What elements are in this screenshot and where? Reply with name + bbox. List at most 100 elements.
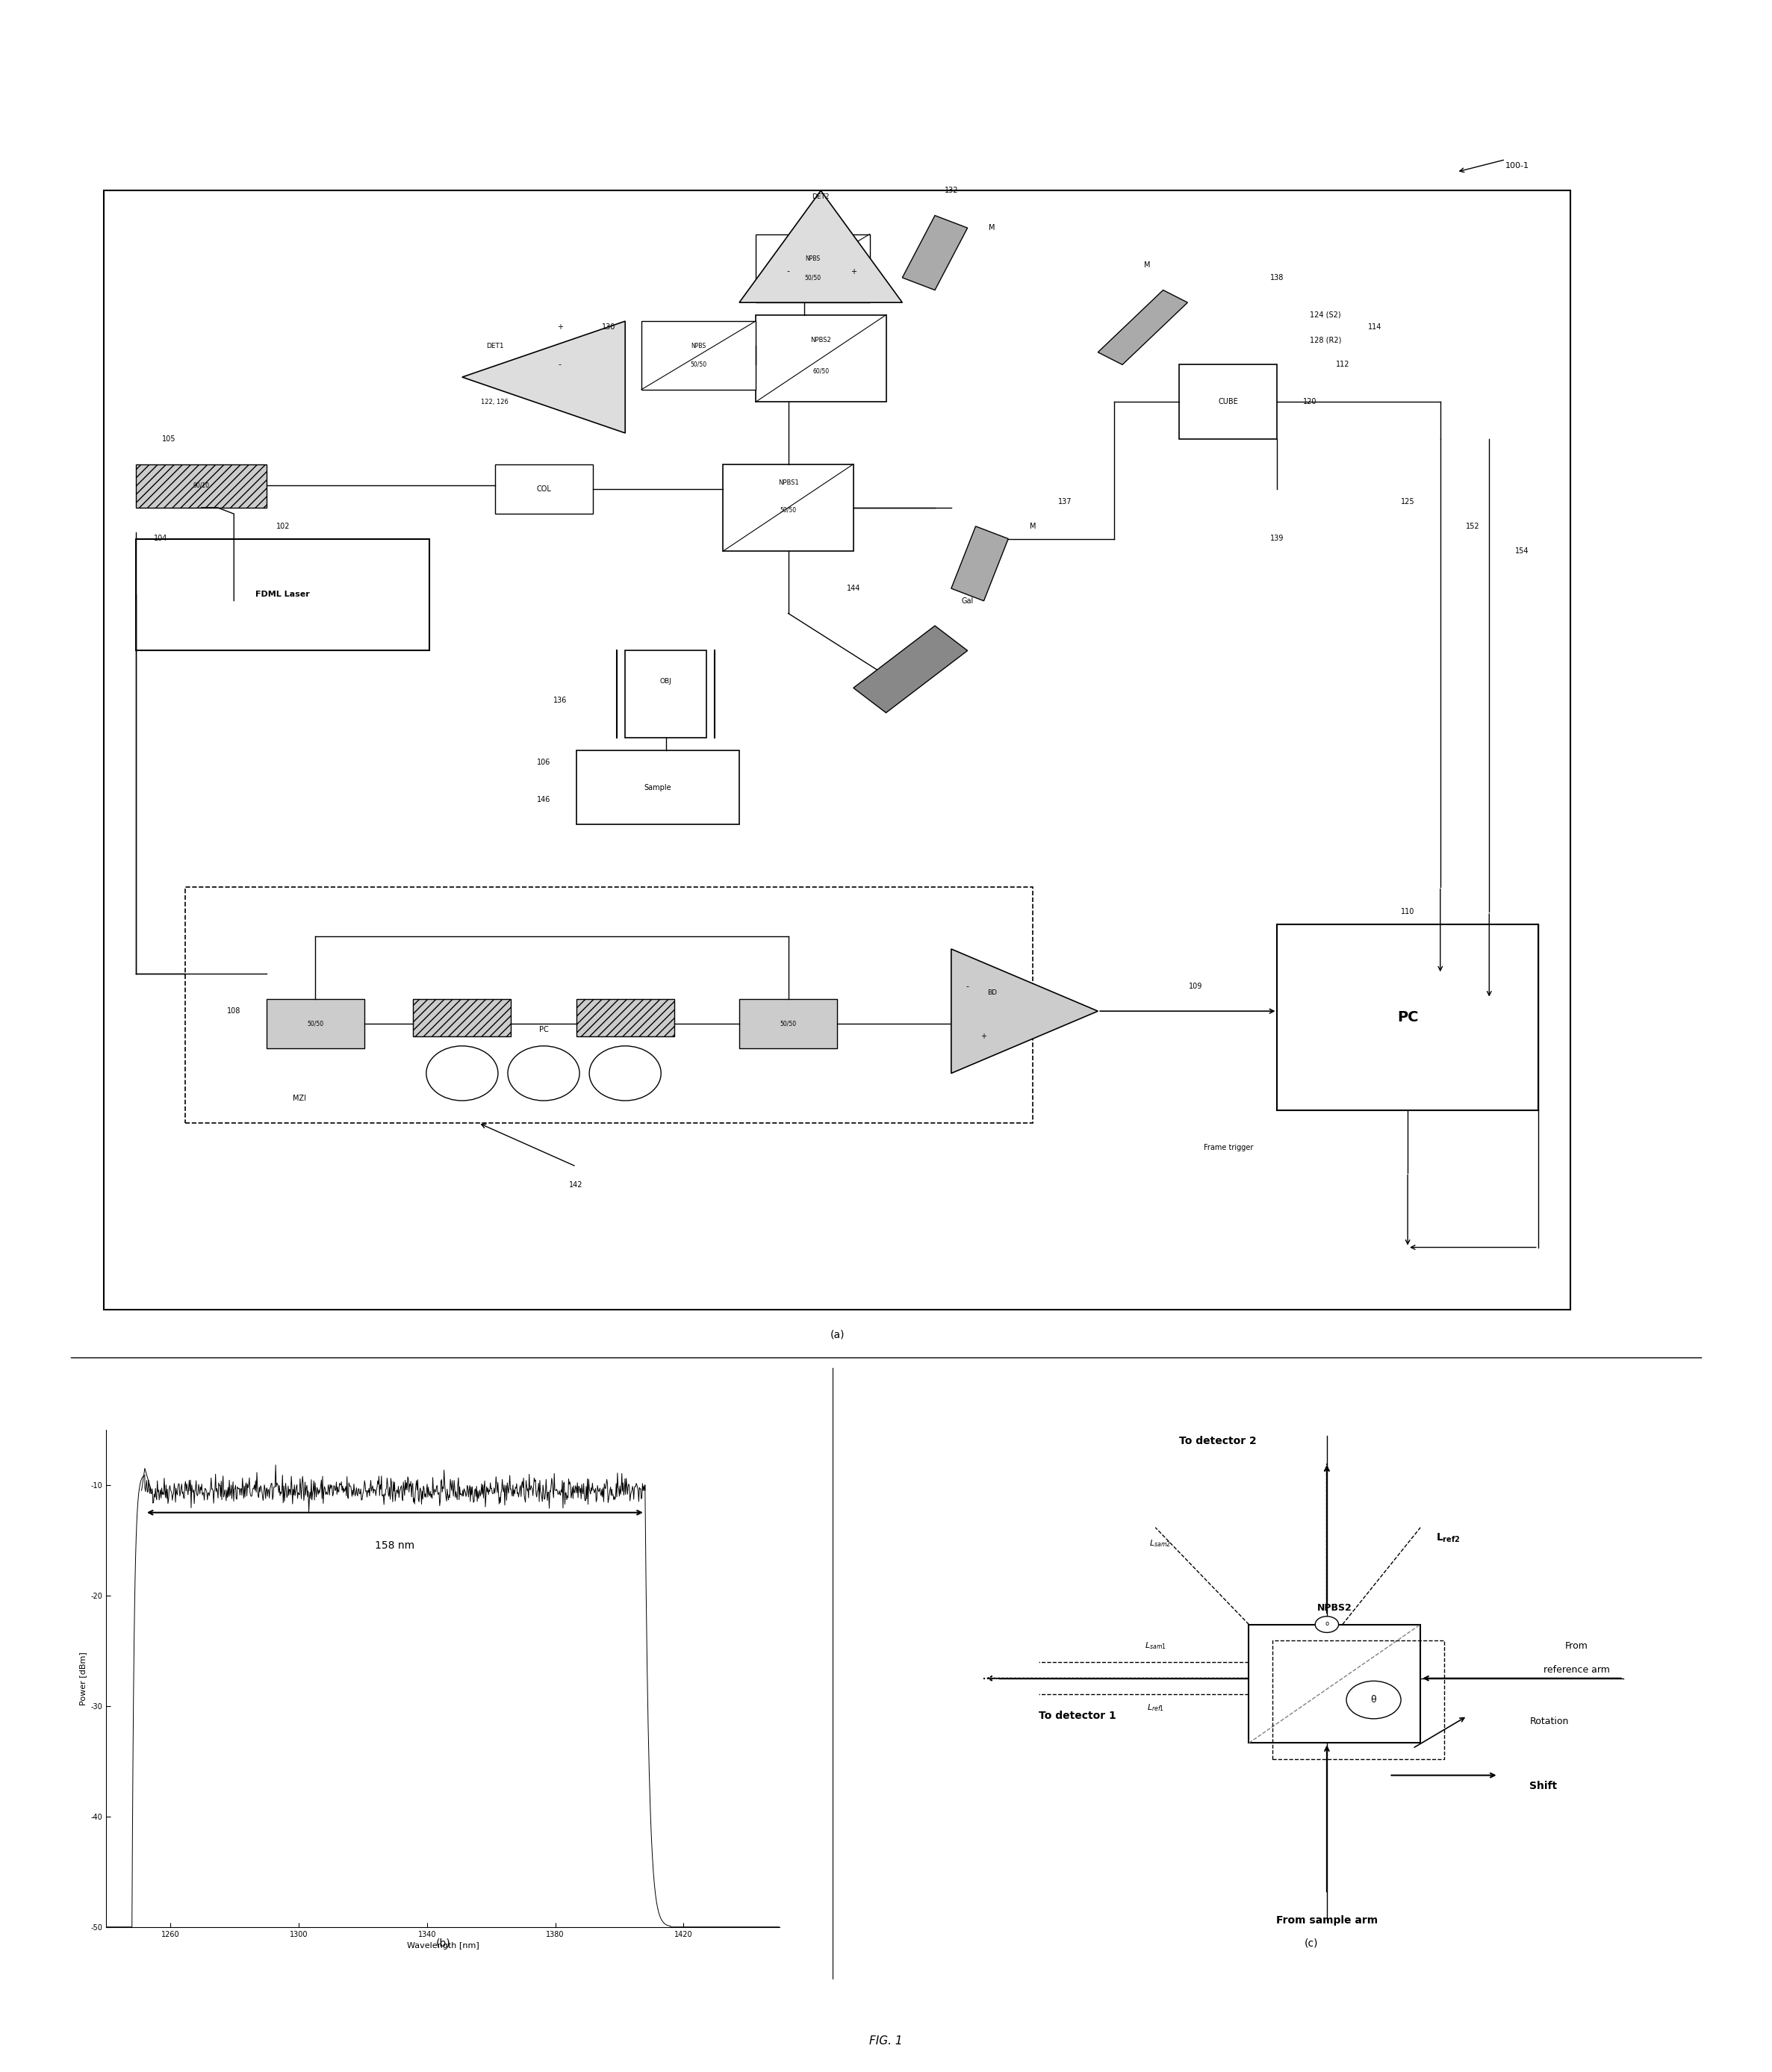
Text: (a): (a) <box>829 1328 845 1341</box>
Text: M: M <box>989 224 996 232</box>
Text: FDML Laser: FDML Laser <box>255 591 310 599</box>
Text: 154: 154 <box>1515 547 1529 555</box>
Text: 144: 144 <box>847 584 859 593</box>
Bar <box>626 651 707 738</box>
Y-axis label: Power [dBm]: Power [dBm] <box>80 1651 87 1705</box>
Bar <box>136 464 266 508</box>
Bar <box>1278 924 1538 1111</box>
Text: NPBS1: NPBS1 <box>778 479 799 487</box>
Text: OBJ: OBJ <box>659 678 672 686</box>
Text: NPBS: NPBS <box>804 255 820 263</box>
Text: 152: 152 <box>1465 522 1480 530</box>
Text: Frame trigger: Frame trigger <box>1203 1144 1253 1152</box>
Text: From sample arm: From sample arm <box>1276 1915 1377 1927</box>
Bar <box>136 539 429 651</box>
Text: M: M <box>1143 261 1150 269</box>
Text: 158 nm: 158 nm <box>376 1539 415 1550</box>
Text: 142: 142 <box>569 1181 583 1189</box>
Text: 132: 132 <box>944 186 959 195</box>
Text: 124 (S2): 124 (S2) <box>1310 311 1341 319</box>
Text: $L_{sam2}$: $L_{sam2}$ <box>1150 1539 1171 1548</box>
Text: Shift: Shift <box>1529 1780 1558 1792</box>
Text: θ: θ <box>1372 1695 1377 1705</box>
Text: M: M <box>1030 522 1037 530</box>
Text: From: From <box>1565 1641 1588 1651</box>
Text: +: + <box>851 267 856 276</box>
Text: DET2: DET2 <box>812 193 829 201</box>
Text: 50/50: 50/50 <box>307 1019 324 1028</box>
Bar <box>413 999 510 1036</box>
Text: 110: 110 <box>1402 908 1414 916</box>
Text: $L_{ref1}$: $L_{ref1}$ <box>1146 1703 1164 1714</box>
Polygon shape <box>1099 290 1187 365</box>
Text: 125: 125 <box>1400 497 1414 506</box>
Bar <box>755 234 870 303</box>
Polygon shape <box>902 215 968 290</box>
Bar <box>266 999 365 1048</box>
Bar <box>1180 365 1278 439</box>
Text: 50/50: 50/50 <box>780 508 796 514</box>
Text: 138: 138 <box>1271 274 1285 282</box>
Text: 100-1: 100-1 <box>1506 162 1529 170</box>
Bar <box>641 321 755 390</box>
Text: PC: PC <box>1396 1011 1418 1024</box>
Text: 50/50: 50/50 <box>691 361 707 369</box>
Text: 128 (R2): 128 (R2) <box>1310 336 1341 344</box>
Text: (b): (b) <box>436 1937 450 1950</box>
Bar <box>184 887 1033 1123</box>
Text: reference arm: reference arm <box>1543 1666 1609 1674</box>
Polygon shape <box>462 321 626 433</box>
Text: To detector 2: To detector 2 <box>1178 1436 1256 1446</box>
Text: 102: 102 <box>276 522 289 530</box>
Text: PC: PC <box>539 1026 548 1034</box>
Text: 90/10: 90/10 <box>193 483 209 489</box>
Bar <box>723 464 854 551</box>
Text: 136: 136 <box>553 696 567 704</box>
Text: 114: 114 <box>1368 323 1382 332</box>
Text: NPBS2: NPBS2 <box>810 336 831 344</box>
Text: $L_{sam1}$: $L_{sam1}$ <box>1145 1641 1166 1651</box>
Text: 60/50: 60/50 <box>813 367 829 375</box>
Text: NPBS: NPBS <box>691 342 705 350</box>
Text: MZI: MZI <box>292 1094 307 1102</box>
Text: NPBS2: NPBS2 <box>1317 1604 1352 1614</box>
Circle shape <box>427 1046 498 1100</box>
Text: 105: 105 <box>161 435 175 443</box>
Text: +: + <box>982 1032 987 1040</box>
Bar <box>494 464 592 514</box>
Bar <box>1272 1641 1444 1759</box>
Text: DET1: DET1 <box>486 342 503 350</box>
Polygon shape <box>952 949 1099 1073</box>
Text: 137: 137 <box>1058 497 1072 506</box>
Text: 50/50: 50/50 <box>780 1019 796 1028</box>
Bar <box>576 999 673 1036</box>
X-axis label: Wavelength [nm]: Wavelength [nm] <box>408 1941 478 1950</box>
Text: 120: 120 <box>1302 398 1317 406</box>
Text: Rotation: Rotation <box>1529 1716 1568 1726</box>
Text: CUBE: CUBE <box>1219 398 1239 406</box>
Text: 130: 130 <box>602 323 615 332</box>
Text: 104: 104 <box>154 535 167 543</box>
Text: 112: 112 <box>1336 361 1348 369</box>
Polygon shape <box>952 526 1008 601</box>
Text: To detector 1: To detector 1 <box>1038 1711 1116 1722</box>
Text: BD: BD <box>987 988 998 997</box>
Text: (c): (c) <box>1304 1937 1318 1950</box>
Polygon shape <box>739 191 902 303</box>
Bar <box>755 315 886 402</box>
Text: -: - <box>966 982 969 990</box>
Text: 139: 139 <box>1271 535 1285 543</box>
Text: 108: 108 <box>227 1007 241 1015</box>
Polygon shape <box>854 626 968 713</box>
Text: FIG. 1: FIG. 1 <box>870 2035 902 2047</box>
Circle shape <box>1315 1616 1338 1633</box>
Text: +: + <box>556 323 563 332</box>
Circle shape <box>590 1046 661 1100</box>
Bar <box>1249 1624 1421 1743</box>
Text: 106: 106 <box>537 758 551 767</box>
Text: 146: 146 <box>537 796 551 804</box>
Text: 50/50: 50/50 <box>804 274 820 282</box>
Bar <box>576 750 739 825</box>
Text: o: o <box>1325 1620 1329 1627</box>
Text: -: - <box>558 361 562 369</box>
